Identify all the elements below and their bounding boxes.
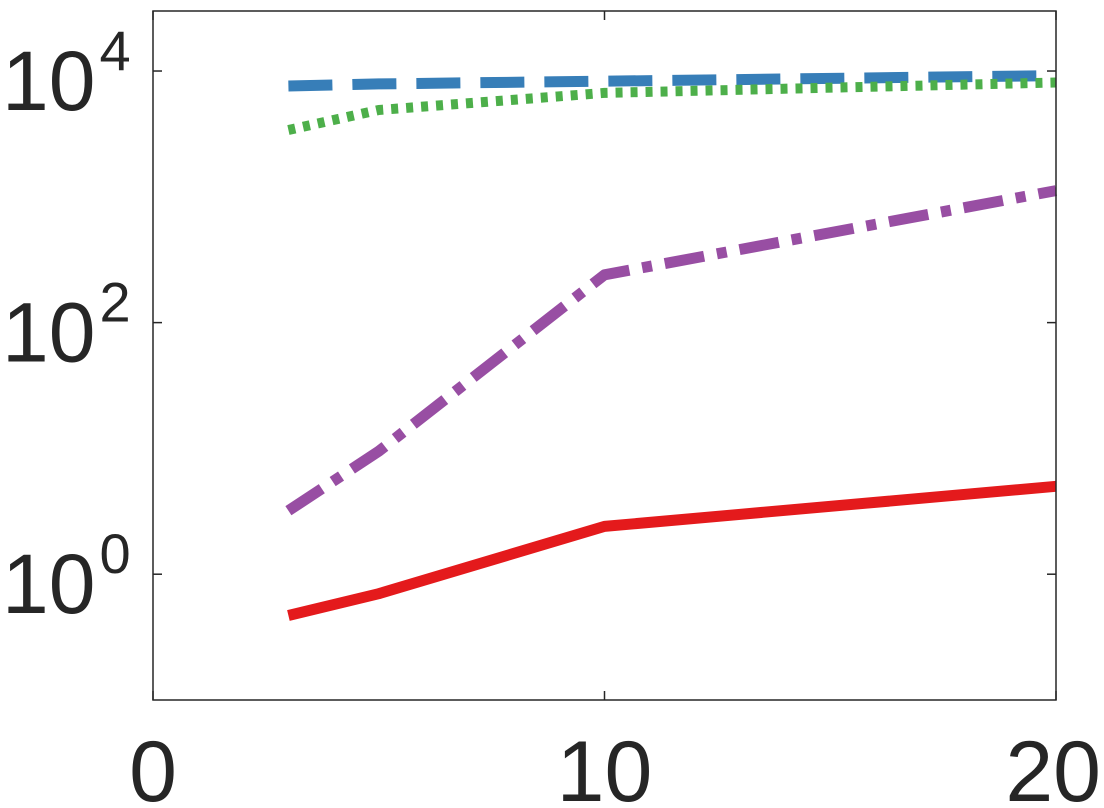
y-tick-label-exp-1: 2 <box>99 271 130 334</box>
tick-layer <box>152 11 1057 700</box>
x-tick-label-2: 20 <box>1005 724 1101 808</box>
x-tick-label-0: 0 <box>129 724 177 808</box>
y-tick-label-base-0: 10 <box>2 537 95 631</box>
series-line-3 <box>287 480 1057 621</box>
y-tick-label-0: 100 <box>2 522 131 631</box>
series-line-0 <box>288 70 1057 92</box>
y-tick-label-exp-0: 0 <box>99 522 130 585</box>
y-tick-label-exp-2: 4 <box>99 19 130 82</box>
series-line-2 <box>285 185 1058 516</box>
x-tick-label-1: 10 <box>557 724 653 808</box>
y-tick-label-base-1: 10 <box>2 286 95 380</box>
plot-frame <box>152 10 1057 701</box>
series-layer <box>285 70 1058 621</box>
series-line-1 <box>287 77 1057 135</box>
y-tick-label-base-2: 10 <box>2 34 95 128</box>
y-tick-label-1: 102 <box>2 271 131 380</box>
y-tick-label-2: 104 <box>2 19 131 128</box>
